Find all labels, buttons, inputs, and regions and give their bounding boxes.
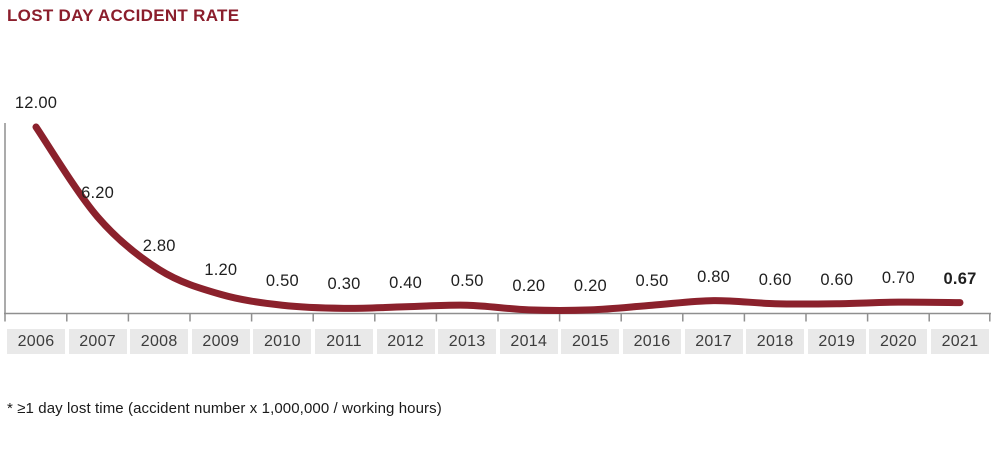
value-label: 6.20: [81, 183, 115, 202]
value-label: 0.60: [758, 270, 792, 289]
x-axis-label: 2009: [191, 329, 250, 354]
value-label: 0.40: [389, 273, 423, 292]
x-axis-label: 2019: [807, 329, 866, 354]
value-label: 0.67: [943, 269, 977, 288]
data-line: [32, 123, 964, 314]
x-axis-label: 2010: [253, 329, 312, 354]
chart-title: LOST DAY ACCIDENT RATE: [7, 6, 240, 25]
x-axis-label: 2013: [438, 329, 497, 354]
value-label: 12.00: [14, 94, 58, 112]
x-axis-label: 2020: [869, 329, 928, 354]
value-label: 0.70: [881, 269, 915, 288]
value-label: 0.30: [327, 275, 361, 294]
value-label: 1.20: [204, 261, 238, 280]
x-axis-label: 2006: [7, 329, 65, 354]
value-label: 2.80: [142, 236, 176, 255]
value-label: 0.80: [697, 267, 731, 286]
x-axis-label: 2012: [376, 329, 435, 354]
x-axis-label: 2011: [315, 329, 373, 354]
x-axis-label: 2021: [931, 329, 989, 354]
x-axis-label: 2007: [68, 329, 127, 354]
x-axis-label: 2014: [499, 329, 558, 354]
value-label: 0.50: [450, 272, 484, 291]
value-label: 0.60: [820, 270, 854, 289]
value-label: 0.50: [265, 272, 299, 291]
x-axis-label: 2008: [130, 329, 189, 354]
value-label: 0.20: [512, 276, 546, 295]
x-axis-label: 2018: [746, 329, 805, 354]
x-axis-label: 2015: [561, 329, 620, 354]
chart-canvas: [4, 123, 991, 322]
x-axis-label: 2017: [684, 329, 743, 354]
x-axis-label: 2016: [623, 329, 681, 354]
value-label: 0.20: [573, 276, 607, 295]
value-label: 0.50: [635, 272, 669, 291]
footnote: * ≥1 day lost time (accident number x 1,…: [7, 400, 442, 417]
